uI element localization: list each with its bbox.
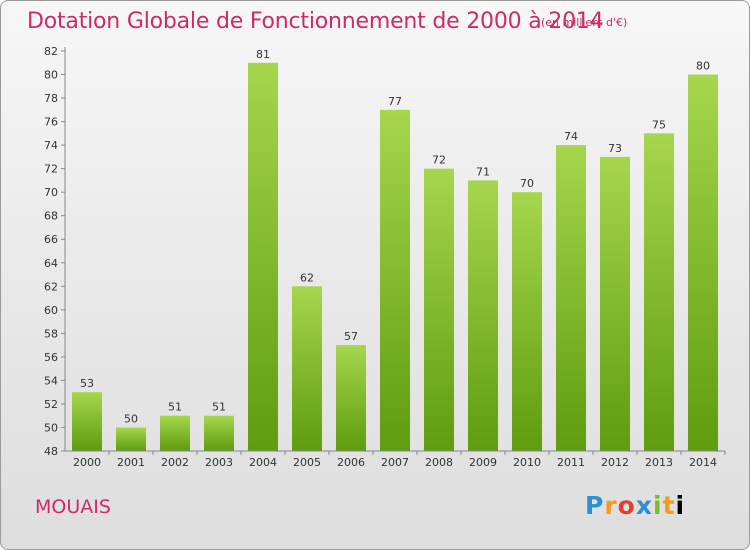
bar-2005 — [292, 286, 322, 451]
y-tick-label: 76 — [44, 116, 58, 129]
logo-letter: i — [653, 491, 663, 520]
bar-value-label: 77 — [388, 95, 402, 108]
logo-letter: o — [617, 491, 636, 520]
logo-letter: t — [662, 491, 676, 520]
bar-2003 — [204, 415, 234, 451]
y-tick-label: 54 — [44, 374, 58, 387]
y-tick-label: 82 — [44, 45, 58, 58]
y-tick-label: 72 — [44, 163, 58, 176]
bar-2006 — [336, 345, 366, 451]
y-tick-label: 80 — [44, 69, 58, 82]
bars: 53 50 51 51 81 62 57 77 72 71 70 74 73 75 80 — [72, 48, 718, 452]
y-tick-label: 64 — [44, 257, 58, 270]
x-tick-label: 2012 — [601, 456, 629, 469]
y-tick-label: 78 — [44, 92, 58, 105]
x-tick-label: 2006 — [337, 456, 365, 469]
x-tick-label: 2000 — [73, 456, 101, 469]
y-tick-label: 66 — [44, 233, 58, 246]
proxiti-logo[interactable]: Proxiti — [585, 491, 685, 520]
y-tick-label: 52 — [44, 398, 58, 411]
y-tick-label: 58 — [44, 327, 58, 340]
bar-value-label: 70 — [520, 177, 534, 190]
x-tick-label: 2004 — [249, 456, 277, 469]
bar-2002 — [160, 415, 190, 451]
x-tick-label: 2002 — [161, 456, 189, 469]
bar-value-label: 51 — [212, 401, 226, 414]
x-tick-label: 2008 — [425, 456, 453, 469]
x-tick-label: 2001 — [117, 456, 145, 469]
x-tick-label: 2009 — [469, 456, 497, 469]
bar-2012 — [600, 156, 630, 451]
x-tick-label: 2003 — [205, 456, 233, 469]
bar-value-label: 81 — [256, 48, 270, 61]
bar-value-label: 57 — [344, 330, 358, 343]
x-axis: 2000 2001 2002 2003 2004 2005 2006 2007 2008 2009… — [65, 450, 726, 469]
bar-value-label: 73 — [608, 142, 622, 155]
bar-2014 — [688, 74, 718, 451]
bar-2011 — [556, 145, 586, 451]
logo-letter: i — [675, 491, 686, 520]
bar-value-label: 62 — [300, 271, 314, 284]
logo-letter: r — [604, 491, 618, 520]
bar-2001 — [116, 427, 146, 451]
y-axis: 48 50 52 54 56 58 60 62 64 66 68 70 72 74 76 78 80 82 — [44, 45, 66, 458]
bar-2008 — [424, 168, 454, 451]
bar-value-label: 71 — [476, 165, 490, 178]
bar-2013 — [644, 133, 674, 451]
x-tick-label: 2007 — [381, 456, 409, 469]
x-tick-label: 2013 — [645, 456, 673, 469]
bar-2000 — [72, 392, 102, 451]
logo-letter: P — [585, 491, 605, 520]
bar-2009 — [468, 180, 498, 452]
bar-value-label: 51 — [168, 401, 182, 414]
y-tick-label: 74 — [44, 139, 58, 152]
y-tick-label: 62 — [44, 280, 58, 293]
bar-2007 — [380, 109, 410, 451]
chart-unit-note: (en milliers d'€) — [541, 16, 628, 29]
bar-value-label: 80 — [696, 60, 710, 73]
bar-value-label: 72 — [432, 154, 446, 167]
y-tick-label: 48 — [44, 445, 58, 458]
x-tick-label: 2005 — [293, 456, 321, 469]
y-tick-label: 60 — [44, 304, 58, 317]
bar-2010 — [512, 192, 542, 452]
bar-value-label: 53 — [80, 377, 94, 390]
x-tick-label: 2014 — [689, 456, 717, 469]
town-name: MOUAIS — [35, 496, 111, 518]
y-tick-label: 70 — [44, 186, 58, 199]
bar-value-label: 50 — [124, 412, 138, 425]
y-tick-label: 68 — [44, 210, 58, 223]
bar-value-label: 75 — [652, 118, 666, 131]
y-tick-label: 56 — [44, 351, 58, 364]
bar-2004 — [248, 62, 278, 451]
y-tick-label: 50 — [44, 421, 58, 434]
x-tick-label: 2011 — [557, 456, 585, 469]
bar-value-label: 74 — [564, 130, 578, 143]
chart-title: Dotation Globale de Fonctionnement de 20… — [27, 9, 604, 34]
x-tick-label: 2010 — [513, 456, 541, 469]
logo-letter: x — [635, 491, 653, 520]
